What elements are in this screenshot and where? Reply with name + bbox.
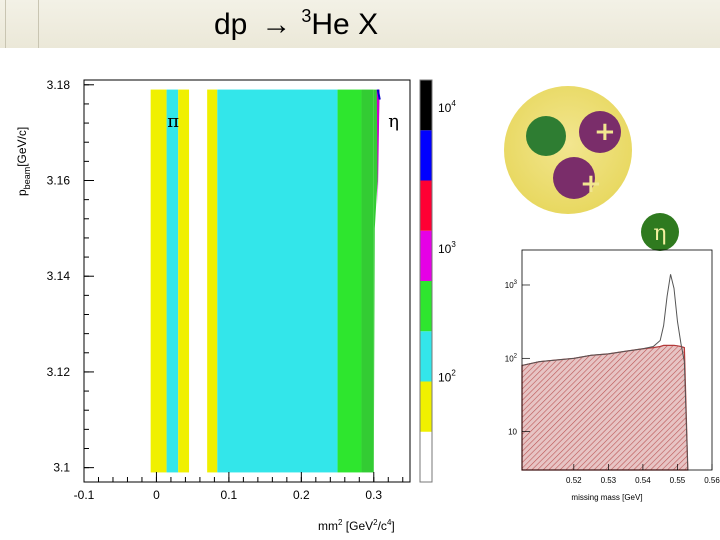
eta-edge-green [373,89,380,473]
colorbar-segment [420,80,432,131]
hist-x-tick-label: 0.52 [566,476,582,485]
colorbar-frame [419,79,433,483]
slide-title: dp → 3He X [214,6,378,42]
title-band [0,0,720,48]
y-tick-label: 3.14 [47,269,71,283]
colorbar-segment [420,230,432,281]
title-arrow: → [261,8,292,41]
colorbar-label: 103 [438,240,456,256]
heatmap-band [337,89,362,473]
heatmap-band [207,89,218,473]
colorbar-segment [420,281,432,332]
x-tick-label: 0.3 [365,488,382,502]
eta-edge-blue [376,89,381,100]
nucleus-illustration: + + η [504,86,679,251]
decorative-rule [5,0,6,48]
x-tick-label: -0.1 [74,488,95,502]
plot-frame [83,79,411,483]
heatmap-band [217,89,338,473]
heatmap-chart: -0.1 0 0.1 0.2 0.3 3.1 3.12 3.14 3.16 3.18 mm2 [Ge… [15,78,411,533]
missing-mass-histogram: 0.52 0.53 0.54 0.55 0.56 missing mass [GeV] 10… [505,249,720,502]
hist-y-tick-label: 102 [505,353,518,363]
background-series-area [521,344,689,471]
title-product: He X [311,8,379,41]
colorbar-segment [420,331,432,382]
colorbar: 102 103 104 [419,79,456,483]
colorbar-label: 102 [438,368,456,384]
title-reaction: dp [214,8,248,41]
neutron-ball [526,116,566,156]
x-axis-label: mm2 [GeV2/c4] [318,518,395,533]
y-axis-label: pbeam[GeV/c] [15,127,32,196]
hist-y-tick-label: 10 [508,428,517,437]
y-tick-label: 3.1 [53,461,70,475]
hist-y-tick-label: 103 [505,280,518,290]
hist-frame [521,249,713,471]
eta-label: η [653,221,666,246]
colorbar-segment [420,180,432,231]
y-tick-label: 3.16 [47,174,71,188]
x-tick-label: 0 [153,488,160,502]
proton-ball [553,157,595,199]
heatmap-band [150,89,167,473]
hist-x-tick-label: 0.54 [635,476,651,485]
decorative-rule [38,0,39,48]
colorbar-label: 104 [438,99,456,115]
hist-x-tick-label: 0.56 [704,476,720,485]
x-tick-label: 0.1 [221,488,238,502]
colorbar-segment [420,381,432,432]
eta-ball [641,213,679,251]
title-superscript: 3 [301,6,312,26]
heatmap-band [361,89,374,473]
y-tick-label: 3.18 [47,78,71,92]
y-tick-label: 3.12 [47,365,71,379]
hist-x-axis-label: missing mass [GeV] [571,493,642,502]
total-series-line [521,274,689,471]
colorbar-segment [420,431,432,482]
hist-x-tick-label: 0.53 [601,476,617,485]
colorbar-segment [420,130,432,181]
plus-sign: + [594,117,616,147]
peak-annotation: η [388,111,399,132]
heatmap-band [178,89,190,473]
eta-edge-magenta [376,89,380,205]
plus-sign: + [580,169,602,199]
hist-x-tick-label: 0.55 [670,476,686,485]
heatmap-band [166,89,179,473]
peak-annotation: π [167,111,179,132]
proton-ball [579,111,621,153]
x-tick-label: 0.2 [293,488,310,502]
